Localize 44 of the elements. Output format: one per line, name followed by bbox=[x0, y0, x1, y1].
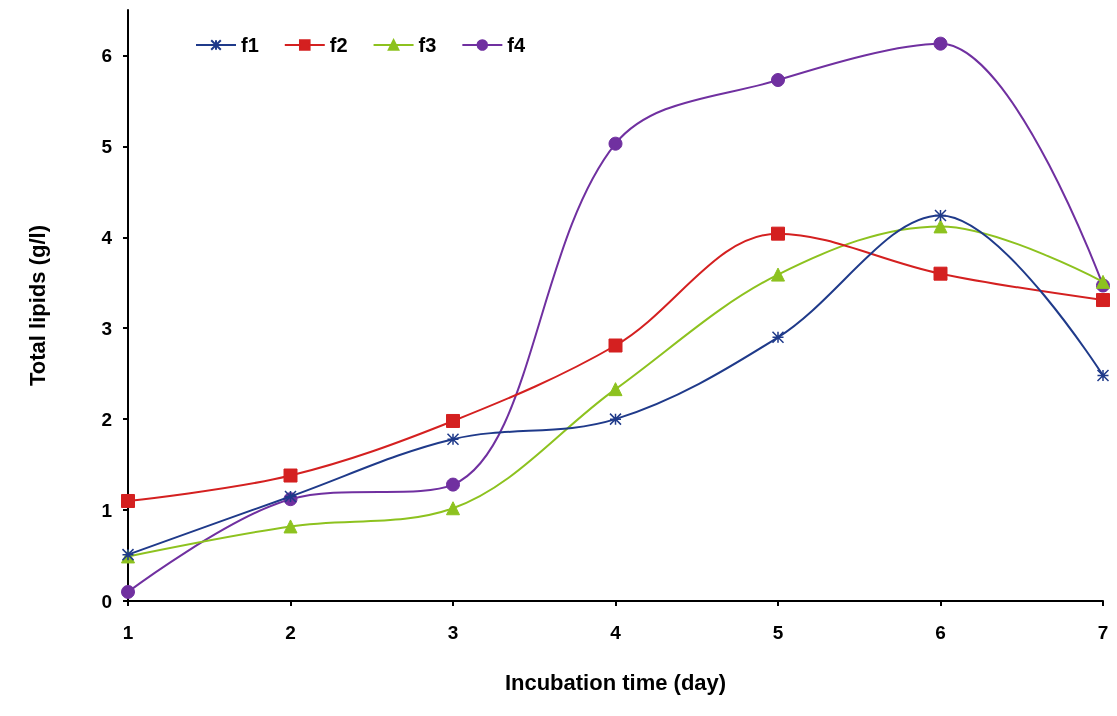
point bbox=[446, 477, 460, 492]
y-tick-label: 6 bbox=[101, 44, 112, 66]
point bbox=[608, 136, 623, 151]
point bbox=[446, 432, 460, 446]
legend-label: f3 bbox=[418, 34, 437, 56]
x-tick-label: 3 bbox=[447, 622, 459, 643]
point bbox=[1096, 274, 1110, 289]
point bbox=[121, 493, 135, 508]
x-tick-label: 1 bbox=[122, 622, 134, 643]
point bbox=[933, 266, 948, 281]
x-tick-label: 7 bbox=[1097, 622, 1109, 643]
x-axis-title: Incubation time (day) bbox=[504, 669, 727, 695]
point bbox=[283, 468, 298, 483]
point bbox=[771, 73, 785, 88]
point bbox=[608, 338, 623, 353]
y-tick-label: 5 bbox=[101, 135, 113, 157]
point bbox=[121, 584, 135, 599]
point bbox=[934, 209, 947, 222]
x-tick-label: 4 bbox=[610, 622, 622, 643]
legend-label: f2 bbox=[329, 34, 348, 56]
point bbox=[609, 412, 622, 426]
point bbox=[771, 226, 785, 241]
y-tick-label: 4 bbox=[101, 226, 113, 248]
y-tick-label: 2 bbox=[101, 408, 112, 430]
x-tick-label: 5 bbox=[772, 622, 784, 643]
x-tick-label: 6 bbox=[935, 622, 946, 643]
y-tick-label: 3 bbox=[101, 317, 112, 339]
point bbox=[1096, 293, 1110, 308]
legend-label: f1 bbox=[241, 34, 259, 56]
point bbox=[446, 501, 460, 516]
x-tick-label: 2 bbox=[285, 622, 296, 643]
point bbox=[1096, 369, 1110, 382]
y-tick-label: 1 bbox=[101, 499, 113, 521]
point bbox=[446, 413, 460, 428]
y-axis-title: Total lipids (g/l) bbox=[24, 225, 50, 386]
point bbox=[933, 219, 948, 234]
point bbox=[771, 331, 785, 344]
point bbox=[283, 519, 298, 534]
point bbox=[771, 267, 785, 282]
legend-label: f4 bbox=[507, 34, 527, 56]
point bbox=[933, 36, 948, 51]
y-tick-label: 0 bbox=[101, 590, 112, 612]
point bbox=[284, 490, 297, 503]
point bbox=[608, 382, 623, 397]
